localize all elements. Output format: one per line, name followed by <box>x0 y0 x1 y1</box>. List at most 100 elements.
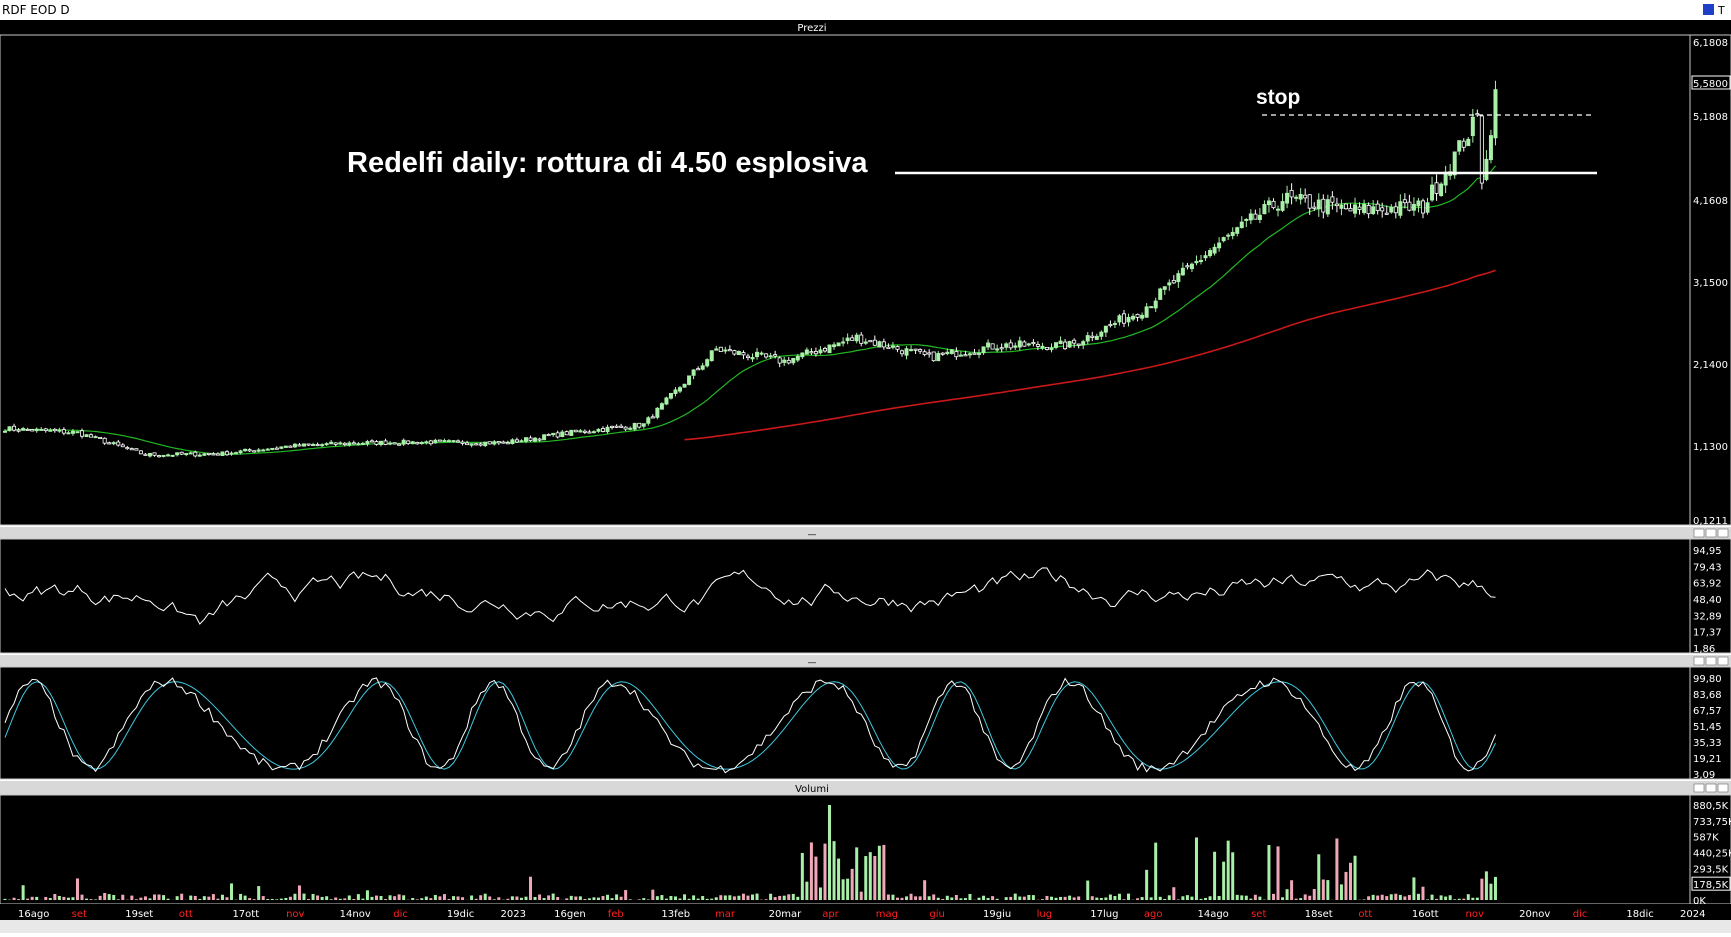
scrollbar[interactable] <box>0 920 1731 933</box>
candle-body <box>1376 204 1379 210</box>
volume-bar <box>1055 898 1058 900</box>
stochastic-axis-label: 67,57 <box>1693 706 1722 717</box>
candle-body <box>80 431 83 437</box>
volume-bar <box>303 894 306 900</box>
rsi-panel-header <box>0 527 1731 539</box>
volume-bar <box>1073 897 1076 900</box>
volume-bar <box>316 896 319 900</box>
volume-bar <box>955 895 958 900</box>
candle-body <box>1408 202 1411 210</box>
volume-bar <box>506 899 509 900</box>
volume-bar <box>429 898 432 900</box>
volume-bar <box>1236 895 1239 900</box>
volume-bar <box>31 897 34 900</box>
candle-body <box>447 441 450 442</box>
candle-body <box>275 448 278 449</box>
candle-body <box>805 350 808 354</box>
volume-bar <box>312 894 315 900</box>
volume-bar <box>366 890 369 900</box>
volume-bar <box>538 894 541 900</box>
candle-body <box>656 408 659 417</box>
candle-body <box>869 341 872 342</box>
date-axis-label: ott <box>1358 909 1372 920</box>
candle-body <box>1150 307 1153 308</box>
stochastic-axis-label: 35,33 <box>1693 738 1722 749</box>
volume-bar <box>1177 899 1180 900</box>
volume-axis-label: 178,5K <box>1693 880 1729 891</box>
volume-bar <box>1032 895 1035 900</box>
candle-body <box>1009 343 1012 348</box>
volume-bar <box>978 898 981 900</box>
candle-body <box>633 423 636 429</box>
candle-body <box>67 433 70 434</box>
volume-bar <box>484 894 487 900</box>
candle-body <box>257 450 260 451</box>
volume-bar <box>479 895 482 900</box>
candle-body <box>570 430 573 435</box>
volume-bar <box>58 896 61 900</box>
volume-bar <box>1005 897 1008 900</box>
date-axis-label: 20mar <box>769 909 803 920</box>
volume-bar <box>602 896 605 900</box>
candle-body <box>719 347 722 351</box>
candle-body <box>701 366 704 370</box>
date-axis-label: apr <box>822 909 839 920</box>
candle-body <box>529 438 532 441</box>
rsi-axis-label: 63,92 <box>1693 579 1722 590</box>
volume-bar <box>778 896 781 900</box>
volume-bar <box>216 899 219 900</box>
candle-body <box>660 404 663 410</box>
volume-bar <box>493 899 496 900</box>
price-axis-label: 2,1400 <box>1693 360 1728 371</box>
toolbar-t-icon[interactable]: T <box>1717 4 1725 17</box>
date-axis-label: 14nov <box>340 909 371 920</box>
volume-bar <box>457 896 460 900</box>
stochastic-panel-controls[interactable] <box>1694 657 1728 665</box>
candle-body <box>189 453 192 454</box>
candle-body <box>398 444 401 445</box>
volume-bar <box>22 885 25 900</box>
candle-body <box>692 370 695 375</box>
volume-bar <box>1277 846 1280 900</box>
volume-bar <box>1367 896 1370 900</box>
candle-body <box>665 398 668 404</box>
volume-bar <box>1050 897 1053 900</box>
candle-body <box>946 352 949 353</box>
volume-bar <box>728 895 731 900</box>
volume-bar <box>266 899 269 900</box>
candle-body <box>851 338 854 341</box>
candle-body <box>742 353 745 355</box>
volume-bar <box>1009 897 1012 900</box>
volume-bar <box>293 894 296 900</box>
volume-panel-controls[interactable] <box>1694 784 1728 792</box>
candle-body <box>687 376 690 385</box>
candle-body <box>253 451 256 452</box>
candle-body <box>1399 202 1402 216</box>
candle-body <box>552 433 555 434</box>
date-axis-label: giu <box>929 909 944 920</box>
price-panel-title: Prezzi <box>797 23 826 34</box>
maximize-icon[interactable] <box>1703 4 1714 15</box>
candle-body <box>1181 268 1184 275</box>
volume-bar <box>1159 897 1162 900</box>
date-axis-label: 2023 <box>501 909 526 920</box>
candle-body <box>1426 203 1429 213</box>
candle-body <box>891 346 894 347</box>
volume-bar <box>638 899 641 900</box>
date-axis-label: 20nov <box>1519 909 1550 920</box>
rsi-panel-controls[interactable] <box>1694 529 1728 537</box>
candle-body <box>932 352 935 361</box>
candle-body <box>914 349 917 350</box>
volume-bar <box>167 899 170 900</box>
volume-bar <box>801 853 804 900</box>
date-axis-label: 17ott <box>232 909 259 920</box>
candle-body <box>384 441 387 445</box>
candle-body <box>330 442 333 444</box>
candle-body <box>1326 200 1329 214</box>
volume-bar <box>130 896 133 900</box>
volume-bar <box>665 899 668 900</box>
candle-body <box>1417 201 1420 206</box>
volume-bar <box>1136 898 1139 900</box>
candle-body <box>642 424 645 427</box>
